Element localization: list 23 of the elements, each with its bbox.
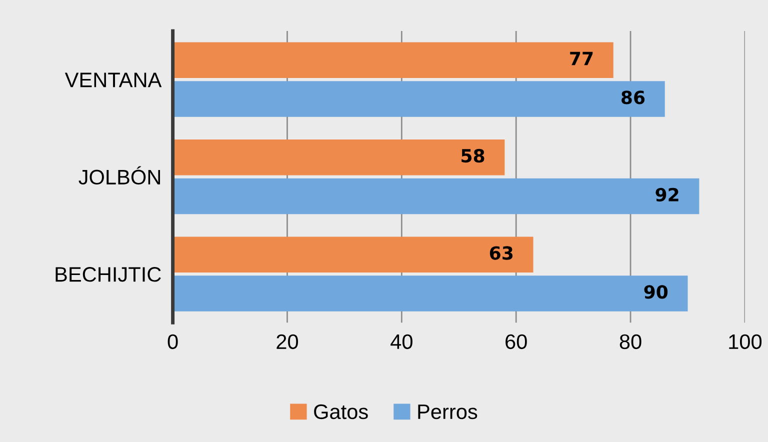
bar: [172, 42, 614, 78]
data-label: 86: [622, 90, 645, 104]
bar: [172, 81, 665, 117]
x-tick-label: 20: [276, 334, 298, 350]
data-label: 77: [570, 52, 593, 66]
x-tick-label: 60: [506, 334, 527, 350]
bar: [172, 178, 700, 214]
data-label: 92: [656, 188, 678, 202]
y-tick-label: VENTANA: [64, 72, 162, 88]
y-tick-label: BECHIJTIC: [56, 267, 161, 282]
data-label: 63: [490, 246, 513, 260]
x-tick-label: 80: [620, 334, 642, 350]
data-label: 90: [644, 285, 668, 299]
y-tick-label: JOLBÓN: [78, 166, 160, 185]
x-tick-label: 100: [729, 334, 762, 350]
bar: [172, 236, 534, 272]
data-label: 58: [462, 148, 484, 163]
x-tick-label: 40: [390, 334, 412, 350]
legend-label: Gatos: [314, 404, 368, 420]
bar: [172, 276, 688, 312]
legend-label: Perros: [418, 404, 478, 420]
bar: [172, 139, 505, 176]
x-tick-label: 0: [168, 334, 178, 350]
